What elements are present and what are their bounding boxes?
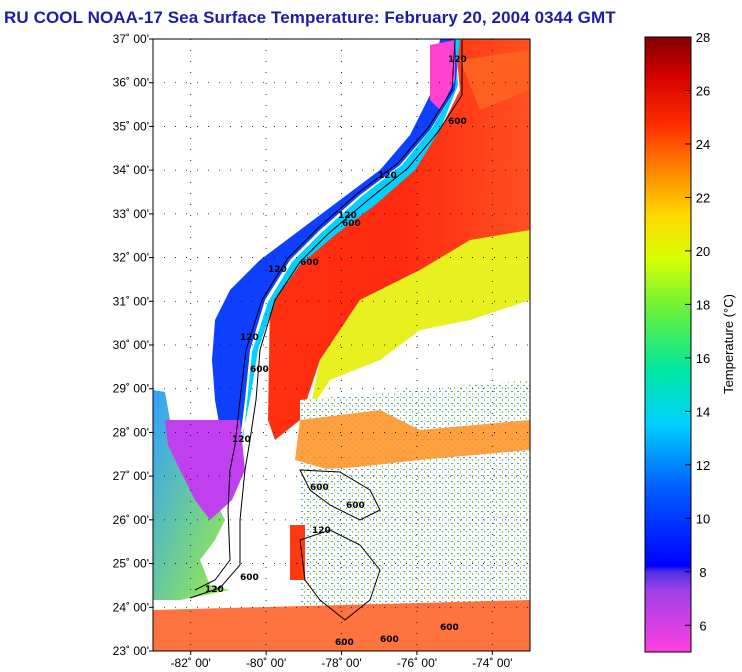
- lat-tick-label: 32˚ 00': [113, 251, 149, 265]
- colorbar-tick-label: 10: [696, 511, 710, 526]
- isobath-label: 600: [342, 219, 361, 229]
- lon-tick-label: -78˚ 00': [321, 656, 361, 670]
- lat-tick-label: 30˚ 00': [113, 338, 149, 352]
- lat-tick-label: 33˚ 00': [113, 207, 149, 221]
- isobath-label: 120: [205, 585, 224, 595]
- lat-tick-label: 35˚ 00': [113, 119, 149, 133]
- isobath-label: 600: [346, 501, 365, 511]
- lon-tick-label: -80˚ 00': [246, 656, 286, 670]
- bahamas-bank-outline-south: [299, 529, 381, 621]
- latitude-axis: 37˚ 00' 36˚ 00' 35˚ 00' 34˚ 00' 33˚ 00' 32˚ 0…: [113, 32, 153, 658]
- isobath-120: [194, 39, 456, 591]
- lat-tick-label: 34˚ 00': [113, 163, 149, 177]
- lat-tick-label: 23˚ 00': [113, 644, 149, 658]
- isobath-label: 600: [250, 365, 269, 375]
- lon-tick-label: -74˚ 00': [472, 656, 512, 670]
- isobath-label: 120: [240, 333, 259, 343]
- isobath-lines: [189, 39, 463, 621]
- longitude-axis: -82˚ 00' -80˚ 00' -78˚ 00' -76˚ 00' -74˚ 00': [171, 651, 512, 670]
- isobath-label: 120: [448, 55, 467, 65]
- isobath-label: 120: [338, 211, 357, 221]
- lat-tick-label: 29˚ 00': [113, 382, 149, 396]
- colorbar-tick-label: 16: [696, 351, 710, 366]
- lat-tick-label: 26˚ 00': [113, 513, 149, 527]
- colorbar-tick-label: 8: [699, 565, 706, 580]
- isobath-label: 120: [378, 171, 397, 181]
- colorbar-label: Temperature (°C): [721, 294, 736, 394]
- isobath-label: 600: [300, 258, 319, 268]
- lat-tick-label: 25˚ 00': [113, 557, 149, 571]
- colorbar-ticks: 28 26 24 22 20 18 16 14 12 10 8 6: [685, 30, 710, 633]
- lat-tick-label: 31˚ 00': [113, 294, 149, 308]
- isobath-label: 600: [335, 638, 354, 648]
- colorbar-tick-label: 14: [696, 404, 710, 419]
- bahamas-cloud-region: [300, 460, 530, 610]
- lat-tick-label: 36˚ 00': [113, 76, 149, 90]
- bahamas-bank-outline: [299, 469, 381, 521]
- cold-inlet: [430, 40, 455, 110]
- lat-tick-label: 28˚ 00': [113, 425, 149, 439]
- colorbar-tick-label: 24: [696, 137, 710, 152]
- colorbar-tick-label: 26: [696, 83, 710, 98]
- isobath-label: 120: [312, 526, 331, 536]
- sst-imagery: [153, 39, 530, 651]
- isobath-label: 600: [440, 623, 459, 633]
- colorbar-tick-label: 20: [696, 244, 710, 259]
- colorbar-tick-label: 12: [696, 458, 710, 473]
- colorbar-tick-label: 22: [696, 190, 710, 205]
- lat-tick-label: 37˚ 00': [113, 32, 149, 46]
- map-title: RU COOL NOAA-17 Sea Surface Temperature:…: [4, 8, 616, 27]
- isobath-label: 600: [448, 117, 467, 127]
- isobath-label: 600: [240, 573, 259, 583]
- isobath-600: [189, 40, 463, 599]
- warm-filament: [460, 50, 530, 110]
- florida-lake-region: [165, 420, 245, 520]
- isobath-label: 120: [268, 265, 287, 275]
- lon-tick-label: -76˚ 00': [397, 656, 437, 670]
- warm-streak: [290, 525, 305, 580]
- colorbar-tick-label: 6: [699, 618, 706, 633]
- colorbar: [644, 36, 692, 653]
- southern-warm-band: [153, 600, 530, 651]
- lon-tick-label: -82˚ 00': [171, 656, 211, 670]
- lat-tick-label: 27˚ 00': [113, 469, 149, 483]
- isobath-label: 600: [380, 635, 399, 645]
- lat-tick-label: 24˚ 00': [113, 600, 149, 614]
- isobath-label-group: 120 600 120 600 120 600 120 120 600 120 …: [205, 55, 467, 648]
- isobath-label: 120: [232, 435, 251, 445]
- warm-patch: [295, 410, 530, 470]
- isobath-label: 600: [310, 483, 329, 493]
- colorbar-tick-label: 18: [696, 297, 710, 312]
- colorbar-tick-label: 28: [696, 30, 710, 45]
- open-ocean-yellow: [310, 230, 530, 410]
